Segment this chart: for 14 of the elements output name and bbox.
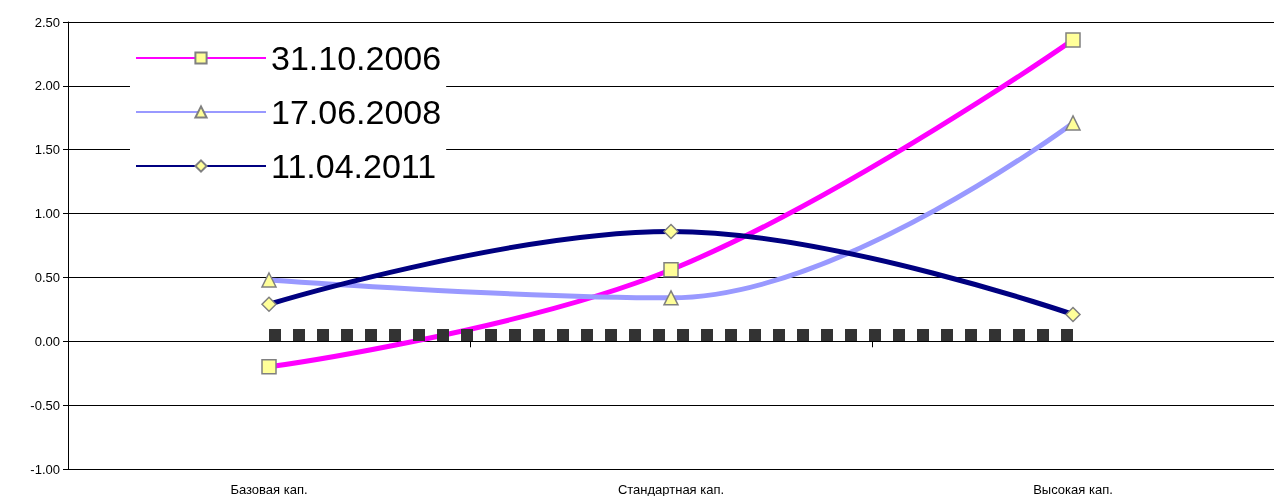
x-tick-label: Высокая кап. — [1033, 482, 1113, 496]
y-tick-label: 2.50 — [34, 14, 60, 30]
y-tick-label: 1.50 — [34, 142, 60, 158]
y-tick-label: -1.00 — [30, 461, 60, 477]
legend-label: 31.10.2006 — [271, 39, 442, 77]
x-tick-label: Базовая кап. — [230, 482, 308, 496]
y-tick-label: 0.00 — [34, 333, 60, 349]
y-tick-label: -0.50 — [30, 397, 60, 413]
legend-label: 11.04.2011 — [271, 147, 437, 185]
y-tick-label: 2.00 — [34, 78, 60, 94]
y-tick-label: 0.50 — [34, 269, 60, 285]
legend-label: 17.06.2008 — [271, 93, 442, 131]
x-tick-label: Стандартная кап. — [617, 482, 725, 496]
y-tick-label: 1.00 — [34, 206, 60, 222]
